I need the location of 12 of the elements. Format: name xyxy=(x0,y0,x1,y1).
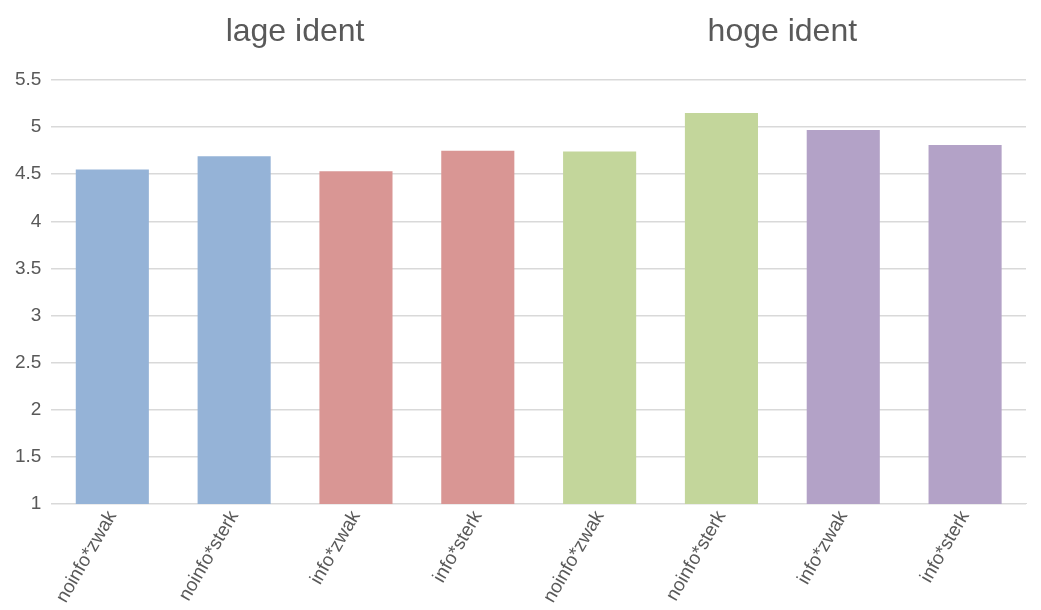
y-tick-label: 5.5 xyxy=(14,68,42,90)
y-tick-label: 3.5 xyxy=(14,256,42,278)
y-tick-label: 1 xyxy=(30,492,42,514)
text: hoge ident xyxy=(707,11,858,48)
y-tick-label: 5 xyxy=(30,115,42,137)
y-tick-label: 4 xyxy=(30,209,42,231)
y-tick-label: 2.5 xyxy=(14,350,42,372)
y-tick-label: 2 xyxy=(30,397,42,419)
y-tick-label: 1.5 xyxy=(14,445,42,467)
text: lage ident xyxy=(225,11,365,48)
y-tick-label: 3 xyxy=(30,303,42,325)
y-tick-label: 4.5 xyxy=(14,162,42,184)
